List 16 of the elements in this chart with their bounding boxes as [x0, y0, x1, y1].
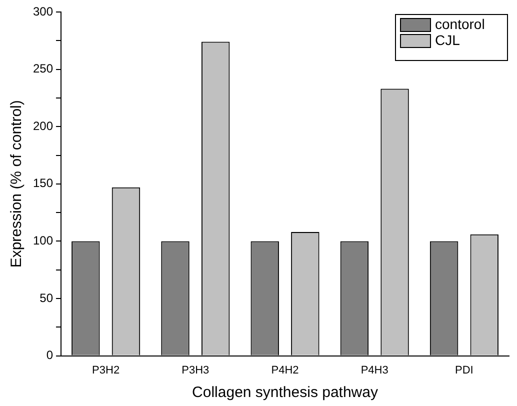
x-tick-label: P3H3 — [182, 364, 210, 376]
x-tick-label: P4H2 — [271, 364, 299, 376]
x-tick-label: PDI — [455, 364, 474, 376]
x-axis-title: Collagen synthesis pathway — [192, 384, 378, 402]
y-tick-label: 150 — [32, 176, 54, 190]
y-tick-label: 0 — [46, 348, 54, 362]
x-tick-label: P4H3 — [360, 364, 388, 376]
x-tick-label: P3H2 — [92, 364, 120, 376]
y-tick-label: 50 — [40, 290, 54, 305]
y-tick-label: 300 — [32, 4, 54, 18]
y-axis-title: Expression (% of control) — [8, 100, 26, 268]
legend-label: CJL — [435, 32, 460, 48]
legend-label: contorol — [435, 16, 485, 32]
y-tick-label: 250 — [32, 62, 54, 76]
y-tick-label: 100 — [32, 234, 54, 248]
y-tick-label: 200 — [32, 118, 54, 133]
